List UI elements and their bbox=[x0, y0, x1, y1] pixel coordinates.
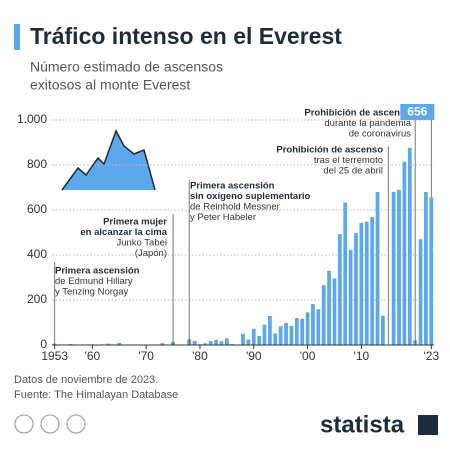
annotation-text: de Edmund Hillary bbox=[55, 276, 133, 287]
bar bbox=[321, 285, 326, 345]
chart-title: Tráfico intenso en el Everest bbox=[30, 23, 342, 49]
bar bbox=[407, 147, 412, 345]
bar bbox=[402, 161, 407, 345]
value-label: 656 bbox=[407, 105, 427, 119]
bar bbox=[391, 192, 396, 345]
annotation-text: del 25 de abril bbox=[323, 166, 383, 177]
y-tick-label: 600 bbox=[27, 202, 47, 216]
bar bbox=[327, 270, 331, 345]
bar bbox=[294, 318, 299, 345]
subtitle: Número estimado de ascensos bbox=[30, 59, 223, 75]
annotation-text: tras el terremoto bbox=[314, 155, 383, 166]
x-tick-label: '60 bbox=[85, 349, 101, 363]
bar bbox=[273, 333, 278, 345]
bar bbox=[348, 249, 353, 345]
mountain-icon bbox=[61, 129, 156, 191]
bar bbox=[224, 338, 229, 345]
y-tick-label: 1.000 bbox=[17, 112, 47, 126]
bar bbox=[354, 232, 358, 345]
x-tick-label: '00 bbox=[300, 349, 316, 363]
subtitle: exitosos al monte Everest bbox=[30, 77, 190, 93]
annotation-text: de coronavirus bbox=[349, 129, 412, 140]
bar bbox=[219, 341, 224, 345]
bar bbox=[429, 197, 434, 345]
annotation-title: en alcanzar la cima bbox=[80, 227, 167, 238]
y-tick-label: 200 bbox=[27, 292, 47, 306]
x-tick-label: '70 bbox=[138, 349, 154, 363]
y-tick-label: 400 bbox=[27, 247, 47, 261]
bar bbox=[364, 221, 369, 345]
annotation-text: Junko Tabei bbox=[116, 238, 167, 249]
bar bbox=[160, 343, 165, 345]
y-tick-label: 800 bbox=[27, 157, 47, 171]
bar bbox=[241, 333, 245, 345]
bar bbox=[251, 328, 256, 345]
annotation-text: y Peter Habeler bbox=[190, 212, 256, 223]
brand-icon bbox=[418, 415, 438, 435]
bar bbox=[375, 192, 380, 345]
bar bbox=[316, 309, 321, 345]
bar bbox=[117, 342, 122, 345]
annotation-title: sin oxígeno suplementario bbox=[190, 191, 311, 202]
annotation-title: Primera ascensión bbox=[190, 181, 275, 192]
bar bbox=[257, 336, 262, 345]
bar bbox=[289, 325, 294, 345]
bar bbox=[246, 339, 251, 345]
brand: statista bbox=[320, 411, 405, 438]
annotation-text: (Japón) bbox=[135, 248, 167, 259]
title-accent bbox=[14, 24, 20, 50]
value-label-box bbox=[400, 104, 435, 120]
bar bbox=[284, 322, 288, 345]
bar bbox=[311, 304, 315, 345]
y-tick-label: 0 bbox=[40, 337, 47, 351]
license-icons bbox=[14, 414, 86, 434]
annotation-title: Prohibición de ascenso bbox=[304, 108, 411, 119]
bar bbox=[106, 343, 111, 345]
bar bbox=[278, 326, 283, 345]
bar bbox=[203, 343, 208, 345]
x-tick-label: '90 bbox=[246, 349, 262, 363]
note: Datos de noviembre de 2023. bbox=[14, 374, 158, 386]
bar bbox=[370, 217, 375, 345]
bar bbox=[397, 189, 401, 345]
source: Fuente: The Himalayan Database bbox=[14, 389, 178, 401]
bar bbox=[208, 340, 213, 345]
bar bbox=[359, 222, 364, 345]
bar bbox=[192, 340, 197, 345]
annotation-title: Prohibición de ascenso bbox=[276, 145, 383, 156]
annotation-text: de Reinhold Messner bbox=[190, 202, 280, 213]
bar bbox=[332, 278, 337, 345]
annotation-text: durante la pandemia bbox=[324, 118, 411, 129]
x-tick-label: '10 bbox=[354, 349, 370, 363]
bar bbox=[262, 324, 267, 345]
bar bbox=[268, 315, 272, 345]
bar bbox=[305, 312, 310, 345]
annotation-title: Primera ascensión bbox=[55, 266, 140, 277]
bar bbox=[424, 192, 428, 345]
bar bbox=[343, 202, 348, 345]
bar bbox=[381, 315, 385, 345]
x-tick-label: '80 bbox=[192, 349, 208, 363]
annotation-title: Primera mujer bbox=[103, 217, 167, 228]
bar bbox=[337, 234, 342, 345]
x-tick-label: 1953 bbox=[41, 349, 68, 363]
bar bbox=[418, 239, 423, 345]
annotation-text: y Tenzing Norgay bbox=[55, 287, 128, 298]
x-tick-label: '23 bbox=[423, 349, 439, 363]
bar bbox=[214, 339, 218, 345]
bar bbox=[300, 318, 305, 345]
